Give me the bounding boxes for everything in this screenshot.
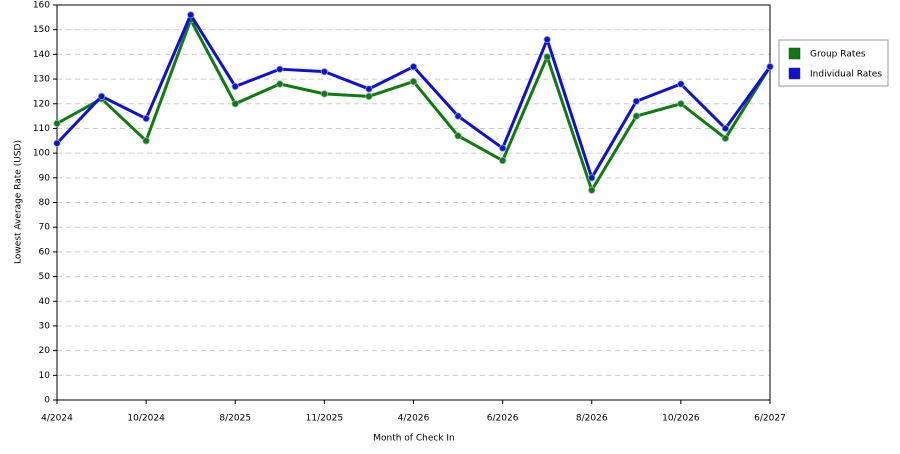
point	[721, 134, 730, 142]
x-tick-label: 4/2026	[398, 414, 430, 424]
legend-swatch	[788, 47, 801, 60]
x-tick-label: 11/2025	[306, 414, 343, 424]
point	[231, 82, 239, 91]
series-line	[56, 18, 772, 192]
x-tick-label: 8/2025	[219, 414, 251, 424]
x-axis-label: Month of Check In	[373, 434, 455, 444]
y-tick-label: 10	[39, 371, 51, 381]
point	[276, 65, 284, 73]
y-tick-label: 110	[33, 124, 50, 134]
point	[499, 144, 507, 152]
y-tick-label: 20	[39, 346, 51, 356]
point	[365, 85, 373, 93]
y-tick-label: 60	[39, 247, 51, 257]
legend-label: Individual Rates	[810, 70, 882, 80]
point	[588, 186, 596, 194]
y-axis-label: Lowest Average Rate (USD)	[14, 140, 24, 264]
y-tick-label: 40	[39, 297, 51, 307]
point	[409, 63, 418, 71]
point	[543, 53, 551, 61]
y-tick-label: 90	[39, 173, 51, 183]
x-tick-label: 6/2027	[754, 414, 786, 424]
x-tick-label: 8/2026	[576, 414, 608, 424]
point	[97, 92, 106, 100]
y-tick-label: 70	[39, 223, 51, 233]
y-tick-label: 0	[44, 396, 50, 406]
point	[365, 92, 373, 100]
x-tick-label: 10/2024	[127, 414, 165, 424]
point	[409, 77, 418, 86]
point	[499, 156, 507, 165]
point	[766, 63, 774, 71]
point	[454, 112, 462, 120]
point	[142, 137, 150, 145]
y-tick-label: 50	[39, 272, 51, 282]
y-tick-label: 130	[33, 75, 50, 85]
point	[53, 139, 61, 147]
y-tick-label: 80	[39, 198, 51, 208]
y-tick-label: 140	[33, 50, 50, 60]
y-tick-label: 30	[39, 321, 51, 331]
point	[677, 80, 685, 88]
point	[276, 80, 284, 88]
point	[142, 114, 150, 123]
point	[543, 35, 551, 44]
point	[187, 11, 195, 19]
y-tick-label: 100	[33, 149, 50, 159]
point	[320, 90, 328, 98]
y-tick-label: 120	[33, 99, 50, 109]
point	[231, 100, 239, 108]
point	[632, 112, 640, 120]
point	[454, 132, 462, 140]
x-tick-label: 10/2026	[662, 414, 700, 424]
legend-label: Group Rates	[810, 50, 866, 60]
x-tick-label: 6/2026	[487, 414, 519, 424]
point	[677, 100, 685, 108]
point	[53, 119, 61, 128]
point	[320, 68, 328, 76]
x-tick-label: 4/2024	[41, 414, 73, 424]
y-tick-label: 160	[33, 1, 50, 11]
legend-swatch	[788, 67, 801, 80]
point	[588, 174, 596, 182]
point	[721, 124, 730, 133]
y-tick-label: 150	[33, 25, 50, 35]
point	[632, 97, 640, 105]
